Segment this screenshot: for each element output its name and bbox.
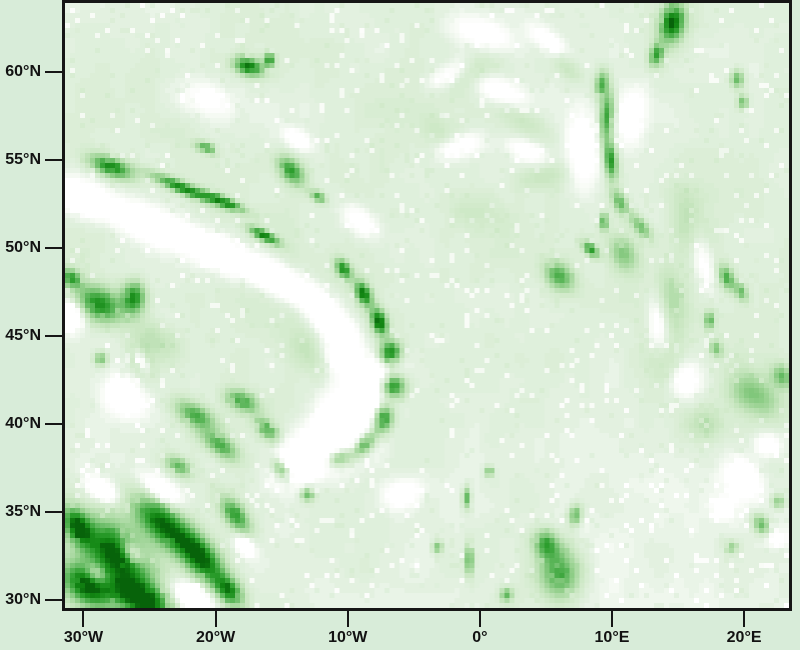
y-axis-tick-label: 50°N [5,239,41,257]
x-axis-tick-label: 0° [472,629,488,646]
plot-frame [62,0,792,611]
y-axis-tick-label: 45°N [5,327,41,345]
y-axis-tick [45,247,62,250]
y-axis-tick-label: 60°N [5,63,41,80]
y-axis-tick [45,511,62,514]
x-axis-tick-label: 20°W [195,629,236,646]
y-axis-tick [45,335,62,338]
x-axis-tick-label: 30°W [63,629,104,646]
x-axis-tick [610,611,613,627]
y-axis-tick-label: 30°N [5,591,41,609]
x-axis-tick [82,611,85,627]
y-axis-tick [45,599,62,602]
y-axis-tick [45,71,62,73]
x-axis-tick-label: 20°E [726,629,762,646]
x-axis-tick [214,611,217,627]
y-axis-tick [45,423,62,426]
x-axis-tick [478,611,481,627]
x-axis-tick-label: 10°W [328,629,368,646]
heatmap-canvas [65,3,789,608]
y-axis-tick [45,159,62,161]
x-axis-tick [743,611,746,627]
y-axis-tick-label: 35°N [5,503,41,521]
y-axis-tick-label: 40°N [5,415,41,433]
x-axis-tick [346,611,349,627]
y-axis-tick-label: 55°N [5,151,41,168]
x-axis-tick-label: 10°E [594,629,630,646]
